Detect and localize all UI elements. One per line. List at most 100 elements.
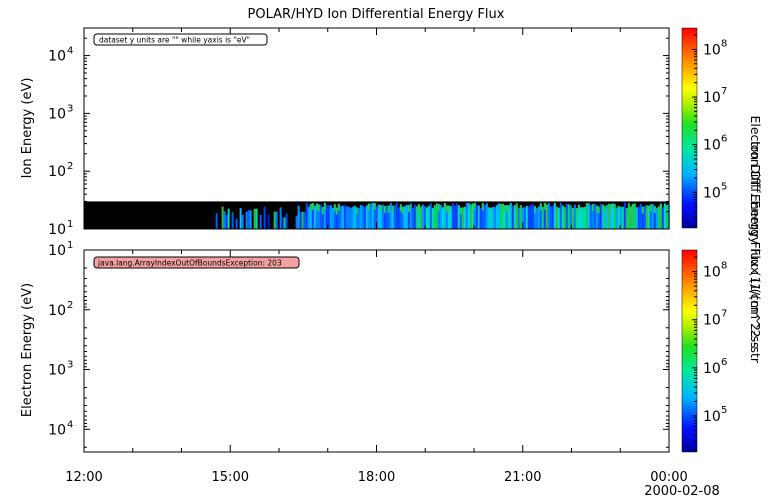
ion-flux-cell: [495, 205, 498, 229]
ion-flux-cell: [481, 203, 484, 229]
ion-flux-cell: [647, 205, 650, 229]
ion-z-tick-exponent: 6: [721, 134, 727, 145]
ion-flux-cell: [459, 207, 462, 229]
ion-flux-cell: [363, 206, 366, 229]
ion-flux-cell: [365, 205, 368, 229]
ion-flux-cell: [497, 203, 500, 229]
ion-flux-cell: [359, 204, 362, 229]
ion-flux-cell: [545, 204, 548, 212]
electron-y-tick-exponent: 3: [67, 360, 73, 371]
ion-flux-cell: [531, 204, 534, 229]
ion-flux-cell: [317, 204, 320, 229]
ion-flux-cell: [445, 205, 448, 229]
ion-flux-cell: [279, 207, 282, 229]
ion-flux-cell: [569, 204, 572, 229]
ion-flux-cell: [599, 203, 602, 229]
ion-flux-cell: [635, 207, 638, 229]
electron-z-tick-label: 10: [703, 313, 721, 329]
ion-flux-cell: [541, 206, 544, 229]
ion-flux-cell: [309, 204, 312, 211]
ion-x-ticks: [83, 28, 670, 229]
ion-z-tick-exponent: 7: [721, 86, 727, 97]
ion-y-tick-label: 10: [48, 106, 66, 122]
ion-flux-cell: [589, 204, 592, 229]
electron-x-ticks: [83, 250, 670, 452]
ion-flux-cell: [447, 205, 450, 229]
ion-flux-cell: [509, 202, 512, 229]
electron-y-tick-exponent: 1: [67, 240, 73, 251]
ion-flux-cell: [469, 204, 472, 229]
ion-flux-cell: [389, 203, 392, 229]
ion-flux-cell: [597, 206, 600, 214]
ion-flux-cell: [505, 204, 508, 229]
ion-flux-cell: [295, 215, 298, 229]
ion-flux-cell: [461, 207, 464, 229]
ion-note-box: dataset y units are "" while yaxis is "e…: [93, 33, 268, 46]
ion-flux-cell: [645, 205, 648, 229]
ion-flux-cell: [505, 204, 508, 212]
ion-flux-cell: [577, 204, 580, 229]
ion-flux-cell: [409, 203, 412, 229]
electron-colorbar: [681, 249, 698, 453]
ion-flux-cell: [533, 206, 536, 229]
ion-flux-cell: [249, 210, 252, 229]
ion-flux-cell: [425, 207, 428, 229]
ion-z-tick-label: 10: [703, 138, 721, 154]
electron-y-tick-label: 10: [48, 422, 66, 438]
ion-flux-cell: [329, 205, 332, 229]
ion-colorbar: [681, 27, 698, 229]
ion-flux-cell: [313, 205, 316, 229]
ion-flux-cell: [239, 208, 242, 229]
ion-flux-cell: [543, 202, 546, 210]
ion-flux-cell: [301, 211, 304, 229]
ion-y-tick-exponent: 4: [67, 46, 73, 57]
ion-z-tick-label: 10: [703, 185, 721, 201]
ion-flux-cell: [373, 202, 376, 210]
ion-flux-cell: [417, 204, 420, 229]
ion-flux-cell: [355, 207, 358, 215]
ion-flux-cell: [387, 205, 390, 213]
ion-z-tick-exponent: 5: [721, 181, 727, 192]
ion-flux-cell: [559, 202, 562, 229]
ion-flux-cell: [443, 203, 446, 210]
ion-flux-cell: [483, 204, 486, 229]
electron-z-tick-exponent: 6: [721, 357, 727, 368]
ion-flux-cell: [519, 204, 522, 229]
ion-flux-cell: [455, 203, 458, 229]
ion-flux-cell: [609, 204, 612, 229]
ion-flux-cell: [305, 202, 308, 229]
ion-flux-cell: [639, 203, 642, 229]
ion-flux-cell: [351, 206, 354, 229]
ion-flux-cell: [595, 205, 598, 229]
ion-flux-cell: [421, 204, 424, 229]
ion-flux-cell: [221, 206, 224, 229]
ion-flux-cell: [659, 203, 662, 211]
ion-plot-frame: [83, 27, 670, 230]
x-tick-label: 00:00: [650, 470, 687, 485]
ion-flux-cell: [543, 202, 546, 229]
ion-flux-cell: [581, 207, 584, 229]
ion-flux-cell: [407, 205, 410, 229]
ion-y-axis-label: Ion Energy (eV): [20, 78, 35, 179]
x-tick-label: 15:00: [212, 470, 249, 485]
ion-flux-cell: [453, 205, 456, 229]
ion-y-tick-label: 10: [48, 164, 66, 180]
ion-flux-cell: [537, 206, 540, 229]
ion-flux-cell: [275, 211, 278, 229]
ion-flux-cell: [549, 206, 552, 229]
ion-flux-cell: [327, 205, 330, 229]
ion-flux-cell: [491, 206, 494, 229]
electron-y-tick-exponent: 4: [67, 419, 73, 430]
ion-flux-cell: [609, 204, 612, 212]
ion-flux-cell: [335, 207, 338, 229]
ion-flux-cell: [245, 211, 248, 229]
ion-flux-cell: [339, 206, 342, 229]
ion-flux-cell: [451, 203, 454, 229]
electron-z-tick-exponent: 8: [721, 261, 727, 272]
ion-flux-cell: [215, 213, 218, 229]
ion-flux-cell: [601, 204, 604, 212]
